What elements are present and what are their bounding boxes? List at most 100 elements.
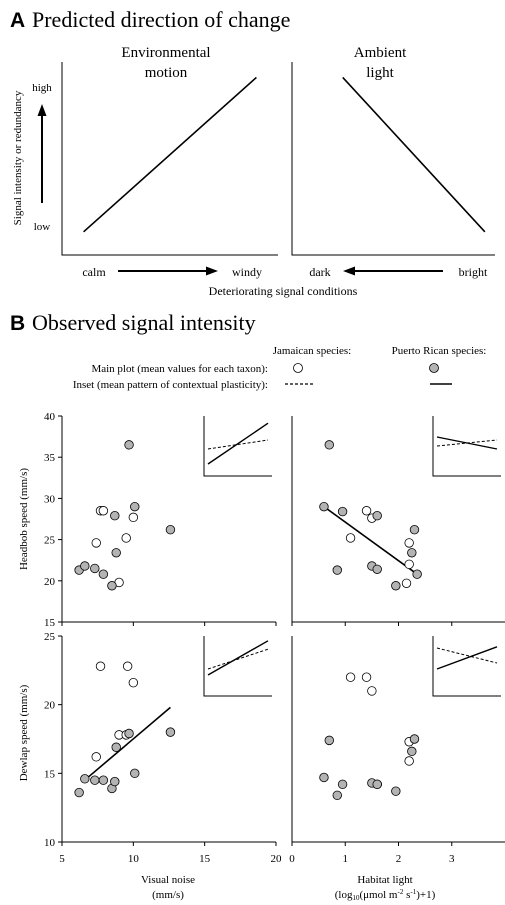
panel-a-right-trend-line (342, 76, 486, 233)
puerto-rican-point (372, 564, 382, 574)
legend-inset-label: Inset (mean pattern of contextual plasti… (73, 379, 268, 391)
jamaican-point (404, 756, 414, 766)
jamaican-point (122, 661, 133, 671)
panel-a-left-axes (61, 62, 278, 256)
y-tick-label: 25 (44, 631, 56, 643)
panel-a-left-title-line2: motion (145, 65, 188, 81)
puerto-rican-point (412, 569, 422, 579)
puerto-rican-point (74, 787, 84, 798)
puerto-rican-point (90, 775, 100, 785)
puerto-rican-point (107, 581, 117, 591)
plot-axes (61, 636, 276, 843)
puerto-rican-point (110, 511, 120, 521)
puerto-rican-point (80, 561, 90, 571)
panel-a-high-label: high (32, 82, 52, 94)
scatter-plot-top-left: 15 20 25 30 35 40 (44, 411, 277, 629)
x-tick-label: 3 (449, 853, 455, 865)
jamaican-point (128, 512, 139, 523)
panel-a-letter: A (10, 9, 25, 32)
puerto-rican-point (124, 440, 134, 450)
puerto-rican-point (130, 501, 140, 512)
puerto-rican-point (110, 776, 120, 787)
panel-a-windy-label: windy (232, 265, 262, 279)
legend-main-plot-label: Main plot (mean values for each taxon): (91, 363, 268, 375)
legend-puerto-rican-marker (429, 363, 439, 373)
scatter-plot-top-right (291, 416, 505, 626)
panel-a-right-axes (291, 62, 495, 256)
puerto-rican-point (111, 548, 121, 558)
puerto-rican-point (372, 779, 382, 790)
puerto-rican-point (391, 581, 401, 591)
headbob-ylabel: Headbob speed (mm/s) (18, 468, 30, 570)
x-tick-label: 2 (396, 853, 402, 865)
inset-puerto-rican-line (436, 436, 498, 450)
puerto-rican-point (319, 501, 329, 512)
puerto-rican-point (409, 734, 420, 744)
panel-a-calm-label: calm (82, 265, 106, 279)
puerto-rican-point (319, 772, 329, 783)
inset-axes (432, 416, 501, 477)
visual-noise-xlabel: Visual noise (141, 874, 195, 886)
x-tick-label: 5 (59, 853, 65, 865)
panel-a-right-title-line2: light (366, 65, 394, 81)
panel-a-left-trend-line (83, 76, 257, 233)
jamaican-point (361, 506, 372, 516)
dewlap-ylabel: Dewlap speed (mm/s) (18, 684, 30, 781)
legend-puerto-rican-label: Puerto Rican species: (392, 345, 487, 357)
puerto-rican-point (111, 742, 121, 752)
x-tick-label: 1 (343, 853, 349, 865)
visual-noise-unit: (mm/s) (152, 889, 184, 901)
plot-axes (291, 636, 505, 843)
inset-axes (432, 636, 501, 697)
inset-puerto-rican-line (207, 640, 269, 676)
puerto-rican-point (98, 775, 109, 785)
panel-a-right-arrow-head (206, 266, 218, 276)
puerto-rican-point (409, 525, 420, 535)
puerto-rican-point (372, 511, 382, 521)
jamaican-point (404, 559, 414, 570)
jamaican-point (91, 538, 101, 548)
puerto-rican-point (337, 506, 348, 517)
plot-axes (291, 416, 505, 623)
x-tick-label: 0 (289, 853, 295, 865)
inset-puerto-rican-line (207, 422, 269, 465)
regression-line (85, 706, 171, 780)
inset-axes (203, 636, 272, 697)
x-tick-label: 20 (271, 853, 283, 865)
puerto-rican-point (391, 786, 401, 796)
puerto-rican-point (324, 735, 334, 746)
y-tick-label: 15 (44, 617, 56, 629)
panel-a-xlabel: Deteriorating signal conditions (209, 284, 358, 298)
puerto-rican-point (332, 565, 342, 575)
puerto-rican-point (98, 569, 109, 579)
jamaican-point (345, 672, 356, 682)
jamaican-point (98, 506, 109, 516)
jamaican-point (128, 677, 139, 688)
puerto-rican-point (407, 548, 417, 558)
panel-a-right-title-line1: Ambient (354, 45, 407, 61)
legend-jamaican-marker (293, 363, 303, 373)
puerto-rican-point (407, 746, 417, 757)
x-tick-label: 15 (199, 853, 211, 865)
inset-puerto-rican-line (436, 646, 498, 670)
x-tick-label: 10 (128, 853, 140, 865)
y-tick-label: 40 (44, 411, 56, 423)
jamaican-point (404, 538, 414, 548)
regression-line (323, 505, 418, 575)
puerto-rican-point (80, 774, 90, 784)
y-tick-label: 15 (44, 768, 56, 780)
jamaican-point (367, 686, 377, 696)
jamaican-point (361, 672, 372, 682)
panel-a-bright-label: bright (459, 265, 488, 279)
jamaican-point (121, 533, 131, 543)
inset-jamaican-line (207, 439, 269, 450)
panel-a-title: Predicted direction of change (32, 7, 290, 32)
y-tick-label: 20 (44, 700, 56, 712)
puerto-rican-point (165, 525, 176, 535)
panel-a-up-arrow-head (37, 104, 47, 116)
puerto-rican-point (337, 779, 348, 790)
panel-a-ylabel: Signal intensity or redundancy (12, 90, 24, 225)
panel-b-title: Observed signal intensity (32, 310, 256, 335)
